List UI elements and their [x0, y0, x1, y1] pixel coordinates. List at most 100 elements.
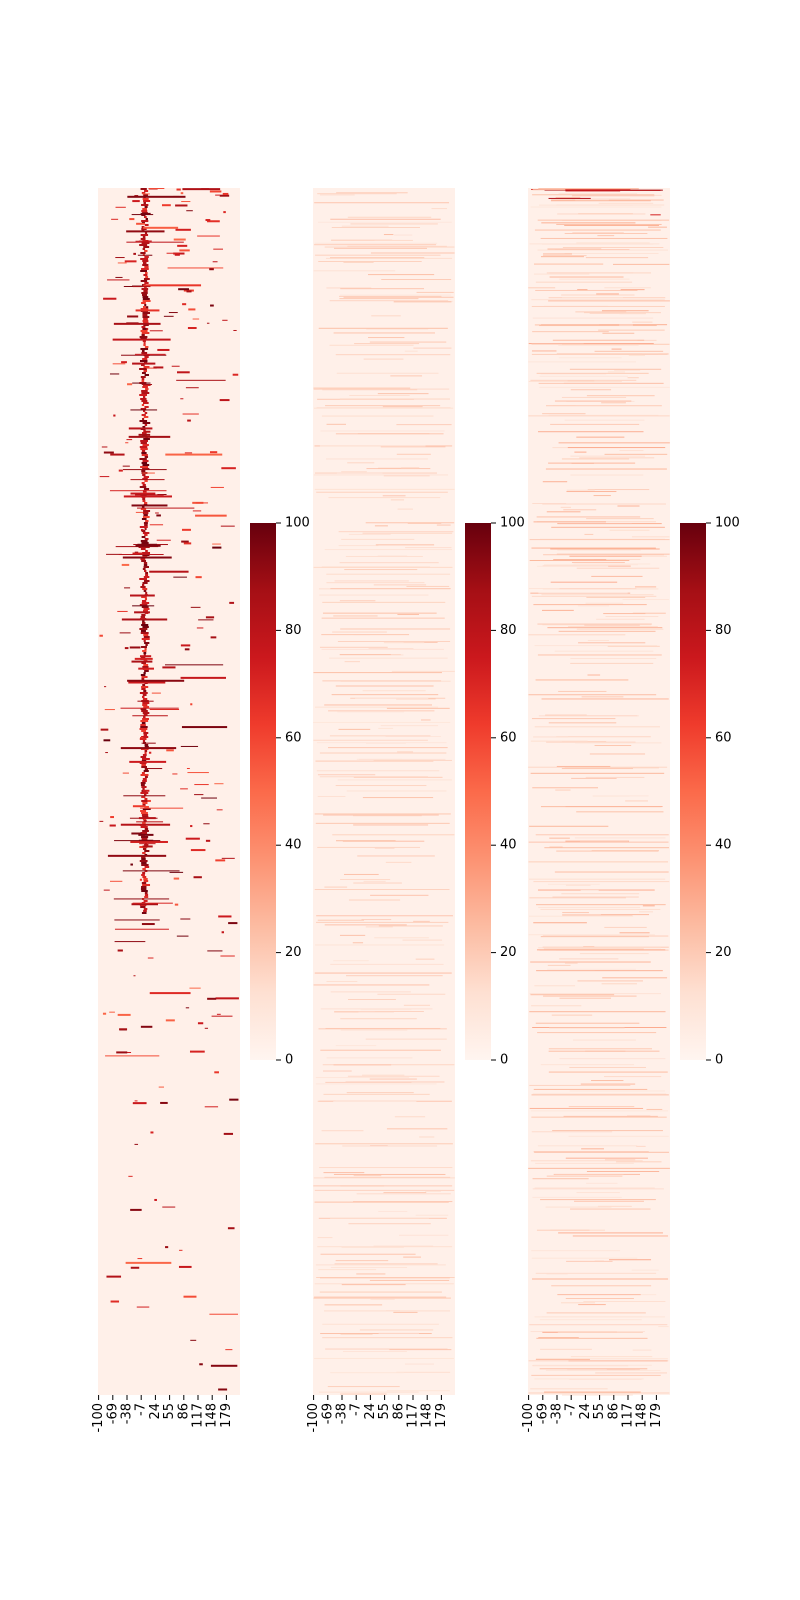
- heatmap-cell: [531, 353, 668, 355]
- heatmap-cell: [596, 293, 619, 295]
- colorbar-tick-label: 20: [715, 945, 732, 960]
- heatmap-cell: [184, 452, 193, 454]
- heatmap-cell: [192, 510, 202, 512]
- heatmap-cell: [326, 423, 347, 425]
- heatmap-cell: [577, 980, 643, 982]
- heatmap-cell: [325, 458, 428, 460]
- heatmap-cell: [139, 628, 148, 630]
- heatmap-cell: [558, 523, 632, 525]
- heatmap-cell: [337, 711, 405, 713]
- heatmap-cell: [533, 1364, 652, 1366]
- heatmap-cell: [541, 222, 636, 224]
- heatmap-cell: [340, 628, 451, 630]
- heatmap-cell: [383, 475, 430, 477]
- heatmap-cell: [620, 289, 645, 291]
- heatmap-cell: [535, 1358, 668, 1360]
- x-tick-label: 117: [621, 1403, 636, 1428]
- heatmap-cell: [378, 1332, 419, 1334]
- heatmap-cell: [204, 1106, 219, 1108]
- heatmap-cell: [113, 414, 116, 417]
- heatmap-cell: [382, 495, 406, 497]
- heatmap-cell: [144, 456, 149, 458]
- heatmap-cell: [622, 599, 669, 601]
- heatmap-cell: [143, 284, 202, 287]
- heatmap-cell: [587, 639, 610, 641]
- heatmap-cell: [528, 915, 634, 917]
- heatmap-cell: [639, 911, 654, 913]
- heatmap-cell: [187, 419, 191, 422]
- heatmap-cell: [145, 276, 149, 278]
- heatmap-cell: [135, 494, 164, 496]
- heatmap-cell: [207, 997, 217, 1000]
- heatmap-cell: [205, 839, 211, 842]
- heatmap-cell: [327, 1386, 400, 1388]
- heatmap-cell: [139, 368, 147, 370]
- heatmap-cell: [142, 582, 148, 584]
- heatmap-cell: [139, 446, 148, 448]
- heatmap-cell: [601, 983, 637, 985]
- heatmap-cell: [362, 1074, 405, 1076]
- colorbar-tick-label: 40: [500, 838, 517, 853]
- heatmap-cell: [144, 744, 149, 746]
- heatmap-cell: [165, 453, 223, 456]
- x-tick-label: -69: [535, 1403, 550, 1424]
- heatmap-cell: [135, 544, 161, 547]
- heatmap-cell: [650, 214, 661, 216]
- heatmap-cell: [142, 300, 151, 302]
- heatmap-cell: [181, 540, 189, 543]
- heatmap-cell: [542, 255, 587, 257]
- heatmap-cell: [140, 270, 147, 272]
- heatmap-cell: [328, 710, 435, 712]
- heatmap-cell: [535, 1272, 657, 1274]
- colorbar: 0 20 40 60 80 100: [250, 516, 310, 1068]
- heatmap-cell: [158, 1086, 165, 1088]
- heatmap-cell: [131, 660, 153, 663]
- heatmap-cell: [107, 279, 130, 281]
- heatmap-cell: [320, 1253, 416, 1255]
- heatmap-cell: [134, 611, 150, 614]
- heatmap-cell: [221, 931, 225, 934]
- heatmap-cell: [326, 287, 372, 289]
- heatmap-cell: [319, 594, 429, 596]
- heatmap-cell: [148, 188, 158, 190]
- heatmap-cell: [594, 745, 632, 747]
- heatmap-cell: [578, 642, 646, 644]
- heatmap-cell: [142, 198, 149, 200]
- heatmap-cell: [143, 654, 146, 656]
- heatmap-cell: [126, 439, 133, 441]
- heatmap-cell: [574, 451, 587, 453]
- heatmap-cell: [335, 1260, 389, 1262]
- heatmap-cell: [148, 188, 165, 190]
- heatmap-cell: [140, 508, 147, 510]
- heatmap-cell: [528, 287, 556, 289]
- heatmap-cell: [569, 1090, 666, 1092]
- heatmap-cell: [581, 1148, 604, 1150]
- heatmap-cell: [141, 886, 147, 888]
- heatmap-cell: [140, 408, 147, 410]
- heatmap-cell: [116, 1051, 128, 1054]
- heatmap-cell: [339, 654, 401, 656]
- heatmap-cell: [213, 248, 224, 250]
- heatmap-cell: [126, 241, 184, 243]
- heatmap-cell: [539, 1319, 642, 1321]
- heatmap-cell: [632, 612, 666, 614]
- heatmap-cell: [142, 666, 149, 668]
- x-tick-label: 24: [578, 1403, 593, 1420]
- heatmap-cell: [383, 642, 425, 644]
- heatmap-cell: [141, 736, 149, 738]
- heatmap-cell: [530, 740, 588, 742]
- heatmap-cell: [380, 725, 439, 727]
- heatmap-cell: [182, 188, 221, 191]
- heatmap-cell: [313, 739, 428, 741]
- heatmap-cell: [143, 580, 150, 582]
- heatmap-cell: [142, 696, 145, 698]
- heatmap-cell: [144, 866, 150, 868]
- heatmap-cell: [536, 516, 641, 518]
- heatmap-cell: [348, 1223, 431, 1225]
- heatmap-cell: [535, 1162, 634, 1164]
- heatmap-cell: [144, 502, 148, 504]
- heatmap-cell: [197, 235, 220, 237]
- heatmap-cell: [598, 202, 654, 204]
- heatmap-cell: [560, 506, 571, 508]
- heatmap-cell: [127, 383, 133, 386]
